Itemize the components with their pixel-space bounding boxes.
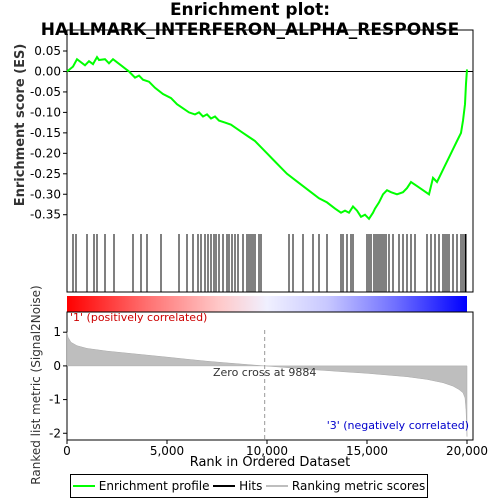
legend: Enrichment profile Hits Ranking metric s…: [70, 474, 428, 498]
metric-ylabel: Ranked list metric (Signal2Noise): [29, 285, 43, 484]
rank-colorbar: [67, 296, 467, 312]
x-tick-label: 15,000: [346, 444, 388, 458]
es-ytick-label: 0.05: [34, 44, 61, 58]
metric-frame: [66, 311, 474, 441]
legend-item-hits: Hits: [213, 479, 262, 493]
legend-item-metric: Ranking metric scores: [265, 479, 426, 493]
legend-metric-label: Ranking metric scores: [291, 479, 426, 493]
x-tick-label: 20,000: [446, 444, 488, 458]
es-ytick-label: -0.20: [30, 146, 61, 160]
metric-ytick-label: 0: [53, 359, 61, 373]
legend-hits-label: Hits: [239, 479, 263, 493]
positive-correlation-label: '1' (positively correlated): [70, 311, 207, 324]
legend-item-profile: Enrichment profile: [72, 479, 210, 493]
x-tick-label: 5,000: [150, 444, 184, 458]
es-ytick-label: -0.25: [30, 167, 61, 181]
legend-profile-label: Enrichment profile: [98, 479, 210, 493]
metric-panel: 1 0 -1 -2 Zero cross at 9884 '1' (positively …: [29, 285, 474, 485]
es-ytick-label: -0.10: [30, 105, 61, 119]
hits-panel: [67, 234, 467, 312]
metric-ytick-label: -1: [49, 393, 61, 407]
es-ytick-label: -0.30: [30, 187, 61, 201]
legend-profile-swatch: [72, 485, 95, 487]
es-ytick-label: 0.00: [34, 64, 61, 78]
negative-correlation-label: '3' (negatively correlated): [327, 419, 469, 432]
metric-ytick-label: 1: [53, 325, 61, 339]
zero-cross-label: Zero cross at 9884: [213, 366, 316, 379]
es-ytick-label: -0.15: [30, 126, 61, 140]
x-axis: 0 5,000 10,000 15,000 20,000 Rank in Ordered …: [63, 440, 488, 470]
x-tick-label: 0: [63, 444, 71, 458]
es-ylabel: Enrichment score (ES): [13, 44, 28, 207]
legend-metric-swatch: [265, 485, 288, 487]
es-frame: [66, 29, 474, 293]
metric-ytick-label: -2: [49, 426, 61, 440]
ranking-metric-area: [66, 332, 468, 437]
es-panel: 0.05 0.00 -0.05 -0.10 -0.15 -0.20 -0.25 -0.30 -0…: [13, 29, 474, 293]
chart-title-line1: Enrichment plot:: [169, 0, 331, 20]
legend-hits-swatch: [213, 485, 236, 487]
x-axis-label: Rank in Ordered Dataset: [190, 455, 351, 470]
x-tick-label: 10,000: [246, 444, 288, 458]
enrichment-profile-line: [66, 55, 468, 221]
es-ytick-label: -0.35: [30, 208, 61, 222]
es-ytick-label: -0.05: [30, 85, 61, 99]
